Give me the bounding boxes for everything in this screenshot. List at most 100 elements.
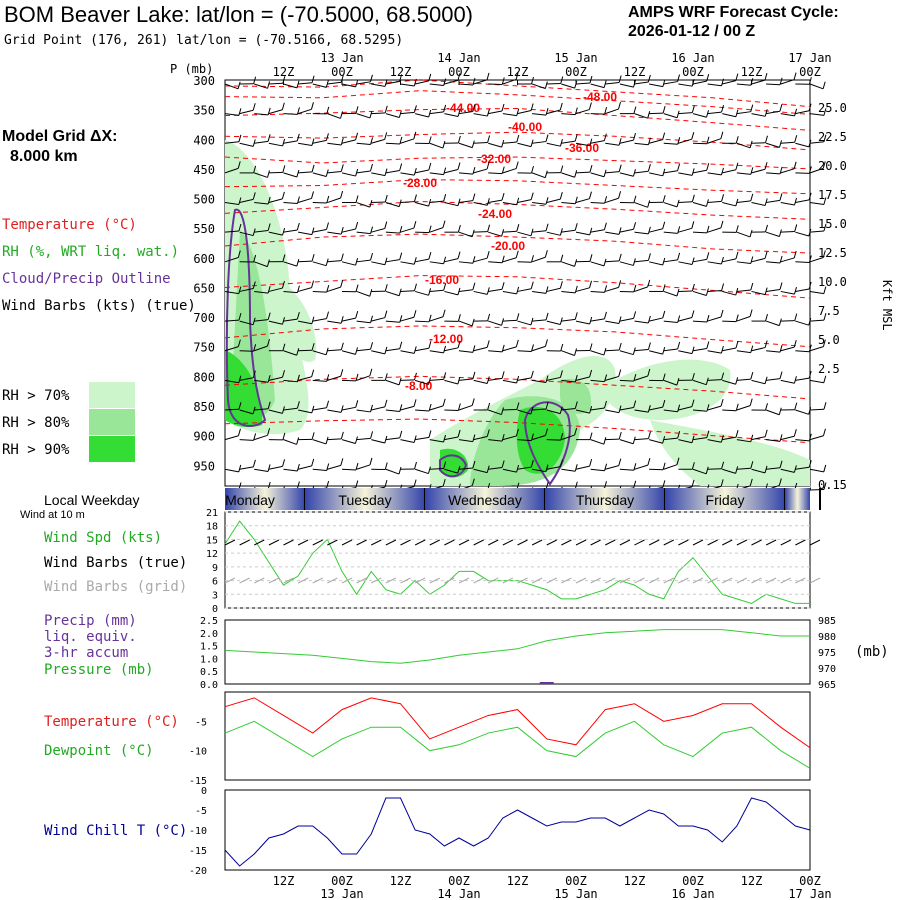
wind-barb-flag [764,465,768,474]
wind-barb-flag [559,370,563,378]
wind-barb [649,317,663,322]
wind-barb-flag [310,102,314,110]
wind-barb-flag [325,436,329,445]
wind-barb [239,142,254,147]
wind-barb [634,464,649,470]
wind-barb [341,228,356,233]
wind-barb-flag [823,108,827,116]
weekday-label: Tuesday [338,492,391,508]
wind-barb-flag [823,312,827,321]
wind-barb-flag [808,433,812,441]
wind-barb [371,83,386,87]
wind-barb [444,79,459,85]
wind-barb-flag [399,74,403,82]
wind-barb-flag [618,405,622,413]
surface-wind-barb [356,539,367,546]
wind-barb-flag [516,375,520,384]
wind-barb [575,82,591,85]
wind-barb [707,405,722,411]
wind-barb-flag [428,430,432,438]
wind-barb-flag [252,370,256,378]
wind-barb [502,230,517,233]
wind-barb [502,379,517,384]
wind-barb-flag [516,286,520,295]
wind-barb-flag [281,102,285,110]
wind-barb [736,172,751,175]
wind-barb-flag [413,310,417,318]
wind-barb [488,110,503,115]
wind-barb [795,288,810,292]
surface-wind-barb [692,539,704,546]
wind-barb-flag [545,107,549,116]
wind-barb [546,376,561,381]
wind-barb [254,468,269,472]
wind-barb [268,376,283,381]
wind-barb-flag [779,282,783,290]
wind-barb-flag [706,163,710,171]
grid-wind-barb [371,577,382,584]
wind-barb-flag [676,110,680,118]
wind-barb [692,437,707,441]
wind-barb [605,231,620,235]
wind-barb [385,348,400,352]
wind-barb-flag [706,225,710,234]
precip-tick-label: 0.5 [200,667,218,678]
wind-barb [722,409,737,412]
wind-barb [692,348,707,352]
wind-barb-flag [574,170,578,178]
wind-barb-flag [603,133,607,141]
wind-barb-flag [516,108,520,116]
wind-barb [224,379,239,384]
surface-wind-barb [444,539,455,546]
wind-barb [356,170,371,174]
wind-barb-flag [428,73,432,81]
wind-barb [356,320,371,324]
wind-barb [312,261,327,267]
wind-barb-flag [238,108,242,116]
wind-barb [385,379,400,386]
wind-barb [444,258,459,263]
wind-barb [707,138,722,144]
wind-barb [692,202,707,207]
wind-barb [678,350,693,355]
wind-barb [575,171,591,174]
wind-barb-flag [472,193,476,201]
wind-barb-flag [443,461,447,469]
wind-barb [312,379,327,382]
wind-barb-flag [749,229,753,238]
top-hour-label: 00Z [682,65,704,79]
grid-wind-barb [414,577,426,584]
wind-barb-flag [355,106,359,114]
wind-barb-flag [721,461,725,469]
wind-barb [254,379,269,383]
rh-region [280,280,317,362]
wind-barb [736,316,751,322]
wind-barb-flag [822,81,826,89]
wind-barb-flag [545,312,549,320]
wind-barb [283,407,298,411]
wind-tick-label: 15 [206,535,218,546]
wind-barb [312,290,327,293]
wind-barb-flag [384,373,388,381]
wind-barb [809,167,824,174]
wind-barb-flag [399,430,403,439]
wind-barb-flag [442,140,446,149]
wind-barb [502,168,517,174]
wind-barb-flag [749,140,753,148]
wind-barb-flag [559,317,563,325]
wind-barb [400,111,415,115]
wind-barb [605,171,620,174]
wind-barb [707,172,722,176]
wind-barb [356,290,370,297]
wind-barb [795,409,809,415]
wind-barb [809,408,825,411]
wind-barb-flag [647,315,651,324]
wind-barb [488,231,502,237]
wind-barb-flag [691,132,695,140]
wind-barb-flag [749,398,753,406]
surface-wind-barb [429,539,440,546]
wind-barb [766,261,781,264]
wind-barb-flag [633,222,637,230]
wind-barb-flag [633,132,636,141]
surface-wind-barb [488,539,499,546]
